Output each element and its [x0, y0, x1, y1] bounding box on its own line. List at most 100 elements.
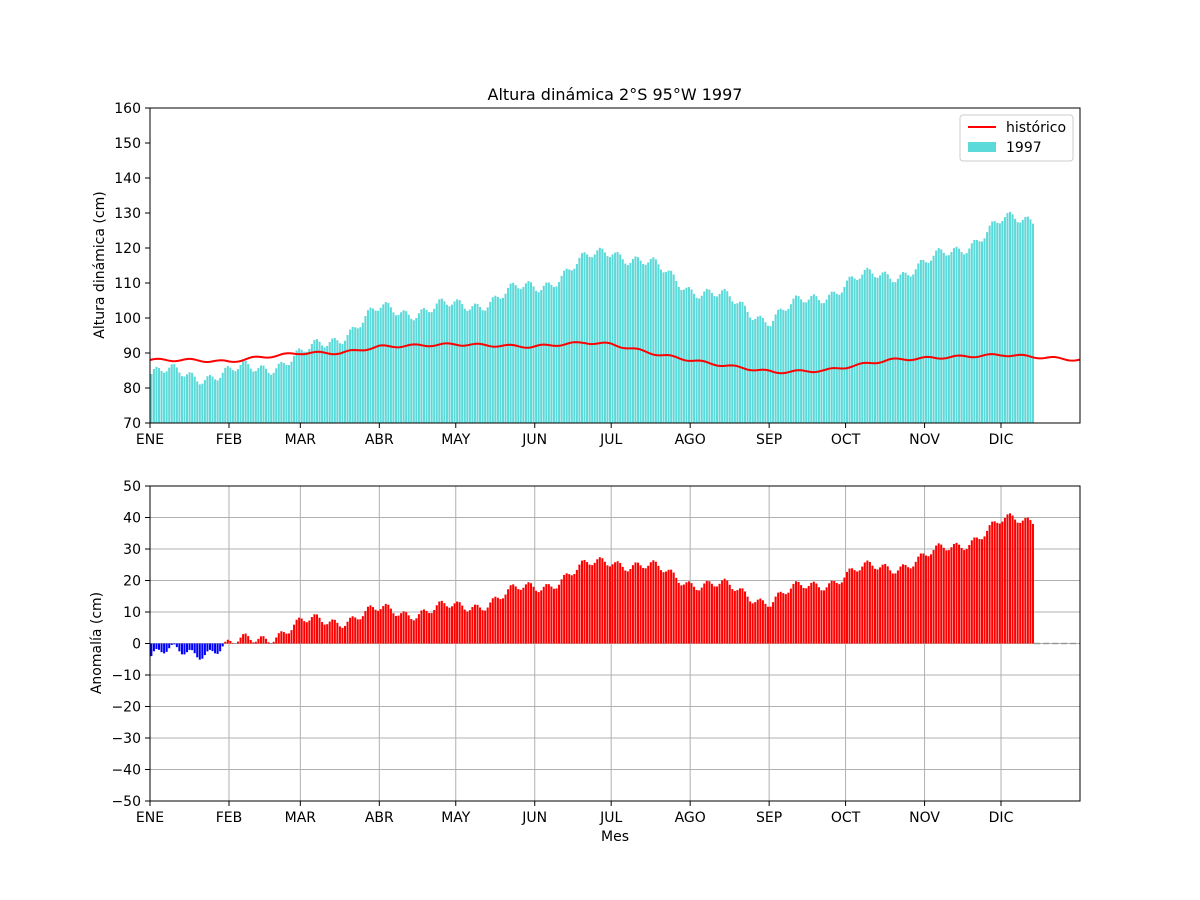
- anomaly-bar: [323, 624, 326, 644]
- bar-1997: [198, 384, 201, 423]
- bar-1997: [400, 312, 403, 423]
- anomaly-bar: [723, 578, 726, 644]
- anomaly-bar: [575, 569, 578, 644]
- anomaly-bar: [308, 620, 311, 644]
- anomaly-bar: [188, 643, 191, 650]
- bar-1997: [282, 363, 285, 423]
- anomaly-bar: [891, 573, 894, 644]
- bar-1997: [736, 303, 739, 423]
- bar-1997: [547, 282, 550, 423]
- anomaly-bar: [960, 547, 963, 644]
- bar-1997: [945, 255, 948, 423]
- y-tick-label: −10: [111, 668, 141, 684]
- anomaly-bar: [529, 583, 533, 644]
- anomaly-bar: [349, 617, 352, 644]
- bar-1997: [693, 293, 696, 423]
- anomaly-bar: [680, 585, 683, 644]
- bar-1997: [239, 364, 242, 423]
- bar-1997: [321, 345, 324, 423]
- bar-1997: [606, 256, 609, 423]
- bar-1997: [529, 282, 533, 423]
- historico-line: [149, 341, 1081, 375]
- anomaly-bar: [400, 613, 403, 644]
- bar-1997: [203, 380, 206, 423]
- bar-1997: [461, 304, 464, 423]
- anomaly-bar: [321, 622, 324, 644]
- bar-1997: [216, 380, 219, 423]
- anomaly-bar: [687, 581, 691, 644]
- bar-1997: [430, 312, 433, 423]
- bar-1997: [275, 368, 278, 423]
- anomaly-bar: [242, 634, 245, 644]
- anomaly-bar: [501, 598, 505, 644]
- anomaly-bar: [930, 554, 933, 644]
- bar-1997: [601, 248, 604, 423]
- anomaly-bar: [405, 612, 408, 644]
- bar-1997: [565, 268, 568, 423]
- y-tick-label: 30: [123, 542, 141, 558]
- anomaly-bar: [499, 599, 502, 644]
- anomaly-bar: [471, 607, 474, 644]
- bar-1997: [873, 277, 877, 423]
- anomaly-bar: [721, 580, 724, 644]
- bar-1997: [180, 376, 183, 423]
- anomaly-bar: [667, 569, 670, 644]
- bar-1997: [835, 293, 838, 423]
- bar-1997: [382, 304, 385, 423]
- anomaly-bar: [463, 609, 466, 644]
- anomaly-bar: [736, 590, 739, 644]
- anomaly-bar: [402, 611, 405, 644]
- bar-1997: [840, 292, 843, 423]
- anomaly-bar: [614, 562, 617, 644]
- anomaly-bar: [970, 540, 973, 644]
- x-tick-label: MAY: [441, 432, 471, 448]
- x-tick-label: MAR: [285, 432, 317, 448]
- anomaly-bar: [825, 587, 828, 644]
- anomaly-bar: [384, 603, 387, 644]
- anomaly-bar: [764, 603, 767, 644]
- bar-1997: [463, 308, 466, 423]
- anomaly-bar: [751, 603, 754, 644]
- anomaly-bar: [871, 565, 874, 644]
- anomaly-bar: [290, 630, 293, 644]
- bar-1997: [349, 329, 352, 423]
- anomaly-bar: [659, 570, 662, 644]
- bar-1997: [338, 343, 341, 423]
- anomaly-bar: [945, 550, 948, 644]
- anomaly-bar: [170, 643, 173, 645]
- bar-1997: [578, 257, 581, 423]
- bar-1997: [489, 301, 492, 423]
- anomaly-bar: [947, 550, 950, 644]
- bar-1997: [886, 274, 889, 423]
- anomaly-bar: [468, 610, 471, 644]
- bar-1997: [208, 374, 211, 423]
- x-tick-label: NOV: [909, 810, 940, 826]
- legend-1997-label: 1997: [1006, 140, 1042, 156]
- anomaly-bar: [558, 584, 561, 644]
- bar-1997: [425, 309, 428, 423]
- bottom-y-ticks: −50 −40 −30 −20 −10 0 10 20 30 40 50: [111, 479, 150, 810]
- bar-1997: [728, 296, 731, 423]
- anomaly-bar: [863, 562, 866, 644]
- anomaly-bar: [840, 582, 843, 644]
- anomaly-bar: [963, 550, 966, 644]
- bar-1997: [789, 304, 792, 423]
- anomaly-bar: [868, 562, 871, 644]
- anomaly-bar: [955, 542, 958, 644]
- bar-1997: [188, 372, 191, 423]
- anomaly-bar: [710, 583, 713, 644]
- anomaly-bar: [858, 570, 861, 644]
- anomaly-bar: [741, 588, 744, 644]
- bar-1997: [817, 300, 820, 423]
- bar-1997: [372, 308, 375, 423]
- anomaly-bar: [637, 562, 640, 644]
- bar-1997: [512, 282, 515, 423]
- anomaly-bar: [642, 567, 645, 644]
- x-tick-label: OCT: [831, 810, 861, 826]
- anomaly-bar: [782, 593, 785, 644]
- anomaly-bar: [486, 607, 489, 644]
- bar-1997: [657, 264, 660, 423]
- bar-1997: [705, 288, 708, 423]
- bar-1997: [277, 363, 280, 423]
- bar-1997: [499, 298, 502, 423]
